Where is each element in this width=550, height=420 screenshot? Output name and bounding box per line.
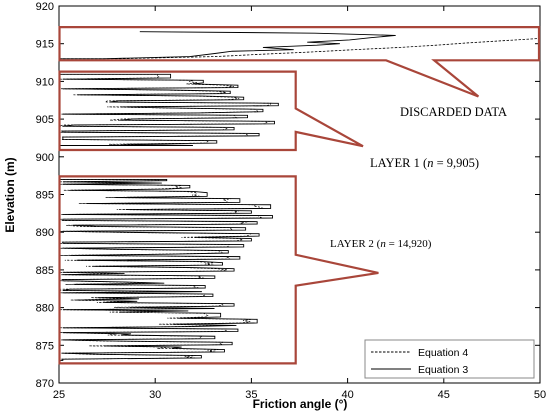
layer-2-label-count: = 14,920) [386, 238, 432, 250]
y-tick-label-3: 885 [36, 265, 54, 277]
y-tick-label-5: 895 [36, 190, 54, 202]
x-tick-label-0: 25 [53, 389, 65, 401]
y-tick-label-8: 910 [36, 76, 54, 88]
layer-1-callout [58, 70, 364, 152]
x-tick-label-1: 30 [149, 389, 161, 401]
y-tick-label-7: 905 [36, 114, 54, 126]
layer-1-label-n: n [427, 156, 433, 170]
y-tick-label-10: 920 [36, 1, 54, 13]
discarded-data-callout [58, 26, 541, 98]
equation-3-trace-layer-1 [59, 73, 279, 146]
y-tick-label-2: 880 [36, 303, 54, 315]
layer-1-label: LAYER 1 (n = 9,905) [370, 156, 479, 170]
y-tick-label-4: 890 [36, 227, 54, 239]
y-tick-label-6: 900 [36, 152, 54, 164]
data-layer [58, 31, 541, 361]
plot-area-frame [58, 5, 541, 384]
x-tick-label-5: 50 [534, 389, 546, 401]
layer-2-callout [58, 175, 379, 365]
y-tick-label-0: 870 [36, 378, 54, 390]
legend-label-equation-3: Equation 3 [418, 364, 468, 376]
legend: Equation 4 Equation 3 [364, 339, 535, 379]
equation-3-trace-discarded [59, 31, 396, 60]
x-tick-label-2: 35 [245, 389, 257, 401]
x-tick-label-4: 45 [438, 389, 450, 401]
x-tick-label-3: 40 [341, 389, 353, 401]
callout-layer [58, 26, 541, 365]
y-tick-label-1: 875 [36, 340, 54, 352]
layer-2-label-n: n [380, 238, 386, 250]
layer-2-label-prefix: LAYER 2 ( [330, 238, 381, 250]
equation-4-trace-discarded [59, 38, 541, 60]
discarded-data-label: DISCARDED DATA [400, 105, 507, 119]
legend-label-equation-4: Equation 4 [418, 347, 468, 359]
layer-2-label: LAYER 2 (n = 14,920) [330, 238, 432, 250]
x-axis-label: Friction angle (°) [253, 397, 348, 411]
y-axis-label: Elevation (m) [3, 157, 17, 232]
equation-4-trace-layer-2 [58, 179, 264, 361]
legend-box [364, 339, 535, 379]
layer-1-label-count: = 9,905) [433, 156, 479, 170]
y-tick-label-9: 915 [36, 39, 54, 51]
axis-ticks: 25 30 35 40 45 50 870 875 880 885 890 895 900 905 910 9… [36, 1, 546, 401]
equation-4-trace-layer-1 [58, 73, 272, 146]
layer-1-label-prefix: LAYER 1 ( [370, 156, 427, 170]
